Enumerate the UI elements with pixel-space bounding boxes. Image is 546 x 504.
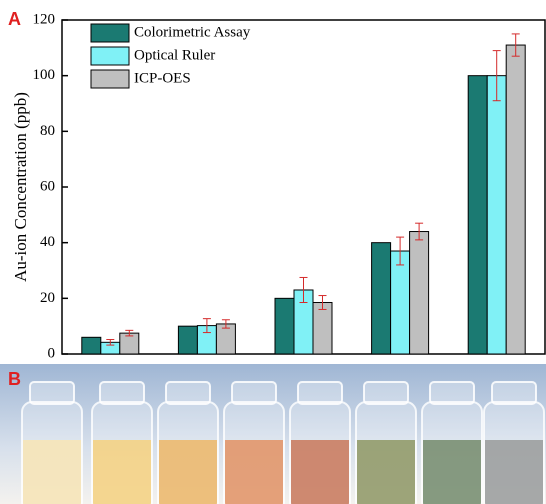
figure: A B Au-ion Concentration (ppb) 0 20 40 60 80… [0,0,546,504]
vial-neck [430,382,474,404]
vial-glass [92,402,152,504]
bar [82,337,101,354]
vial-neck [492,382,536,404]
y-tick-label: 80 [40,123,55,139]
y-tick-label: 40 [40,234,55,250]
y-tick-label: 100 [33,67,56,83]
vial-glass [422,402,482,504]
legend-label: Optical Ruler [134,47,215,63]
y-axis-label: Au-ion Concentration (ppb) [11,92,30,282]
y-tick-label: 20 [40,290,55,306]
legend-swatch [91,47,129,65]
vial-glass [356,402,416,504]
bar [410,232,429,354]
y-tick-label: 120 [33,11,56,27]
vial-glass [22,402,82,504]
bar [487,76,506,354]
bar [506,45,525,354]
vial-neck [298,382,342,404]
panel-label: B [8,369,21,389]
legend-swatch [91,24,129,42]
vial-glass [484,402,544,504]
vial-neck [364,382,408,404]
bar [313,303,332,354]
bar [468,76,487,354]
y-tick-label: 0 [48,345,56,361]
vial-neck [166,382,210,404]
bar [391,251,410,354]
panel-label: A [8,9,21,29]
vial-glass [158,402,218,504]
legend-swatch [91,70,129,88]
legend-label: Colorimetric Assay [134,24,251,40]
bar [372,243,391,354]
y-tick-label: 60 [40,178,55,194]
vial-neck [100,382,144,404]
vial-neck [30,382,74,404]
bar [178,326,197,354]
legend-label: ICP-OES [134,70,191,86]
vial-neck [232,382,276,404]
page: A B Au-ion Concentration (ppb) 0 20 40 60 80… [0,0,546,504]
vial-glass [224,402,284,504]
vial-glass [290,402,350,504]
bar [275,298,294,354]
photo [0,364,546,504]
